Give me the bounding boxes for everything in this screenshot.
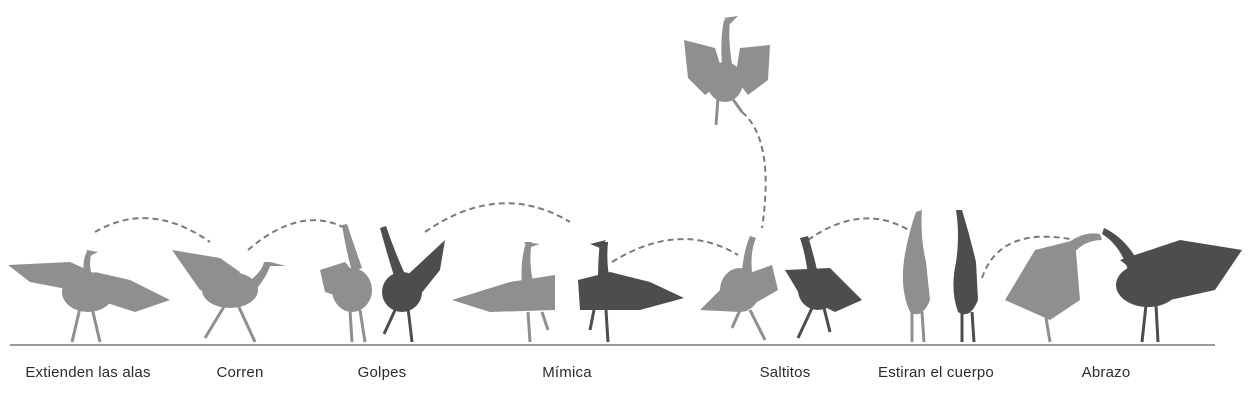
crane-run (172, 250, 286, 343)
crane-hops-right (785, 236, 862, 339)
trajectory-2 (247, 219, 346, 251)
trajectory-paths (94, 111, 1076, 279)
crane-hops-left (700, 236, 778, 341)
crane-strikes-right (380, 226, 445, 343)
label-strikes: Golpes (357, 364, 407, 381)
crane-embrace-right (1102, 228, 1242, 343)
crane-embrace-left (1005, 233, 1102, 343)
label-extend-wings: Extienden las alas (25, 364, 151, 381)
label-hops: Saltitos (759, 364, 811, 381)
label-embrace: Abrazo (1081, 364, 1131, 381)
crane-mimicry-right (578, 240, 684, 343)
crane-stretch-left (902, 210, 930, 343)
trajectory-6 (807, 217, 916, 241)
label-mimicry: Mímica (542, 364, 592, 381)
trajectory-3 (424, 202, 571, 233)
trajectory-5 (741, 111, 767, 229)
label-run: Corren (216, 364, 264, 381)
trajectory-1 (94, 217, 211, 243)
crane-hops-airborne (684, 16, 770, 126)
crane-mimicry-left (452, 242, 555, 343)
crane-extend-wings (8, 250, 170, 343)
label-stretch: Estiran el cuerpo (878, 364, 994, 381)
crane-stretch-right (953, 210, 978, 343)
trajectory-4 (611, 238, 739, 263)
trajectory-7 (981, 235, 1076, 279)
crane-strikes-left (320, 224, 372, 343)
